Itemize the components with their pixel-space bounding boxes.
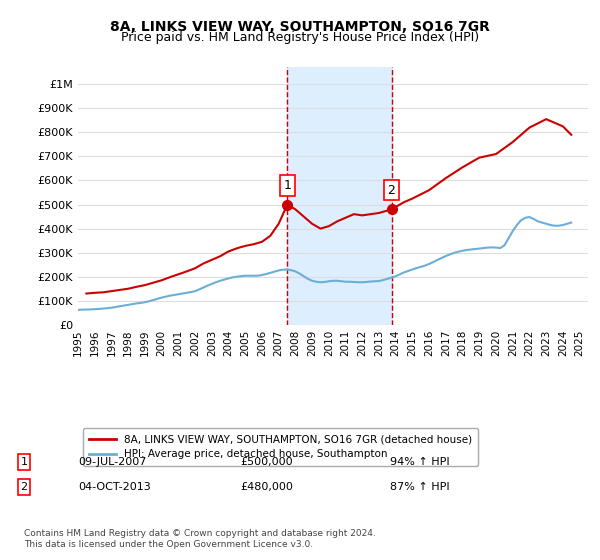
Text: 09-JUL-2007: 09-JUL-2007 [78, 457, 146, 467]
Text: 94% ↑ HPI: 94% ↑ HPI [390, 457, 449, 467]
Text: £500,000: £500,000 [240, 457, 293, 467]
Legend: 8A, LINKS VIEW WAY, SOUTHAMPTON, SO16 7GR (detached house), HPI: Average price, : 8A, LINKS VIEW WAY, SOUTHAMPTON, SO16 7G… [83, 428, 478, 465]
Text: 1: 1 [20, 457, 28, 467]
Text: 1: 1 [283, 179, 291, 192]
Text: £480,000: £480,000 [240, 482, 293, 492]
Text: 2: 2 [388, 184, 395, 197]
Text: 8A, LINKS VIEW WAY, SOUTHAMPTON, SO16 7GR: 8A, LINKS VIEW WAY, SOUTHAMPTON, SO16 7G… [110, 20, 490, 34]
Text: 2: 2 [20, 482, 28, 492]
Text: Price paid vs. HM Land Registry's House Price Index (HPI): Price paid vs. HM Land Registry's House … [121, 31, 479, 44]
Text: Contains HM Land Registry data © Crown copyright and database right 2024.
This d: Contains HM Land Registry data © Crown c… [24, 529, 376, 549]
Bar [287, 67, 392, 325]
Text: 04-OCT-2013: 04-OCT-2013 [78, 482, 151, 492]
Text: 87% ↑ HPI: 87% ↑ HPI [390, 482, 449, 492]
